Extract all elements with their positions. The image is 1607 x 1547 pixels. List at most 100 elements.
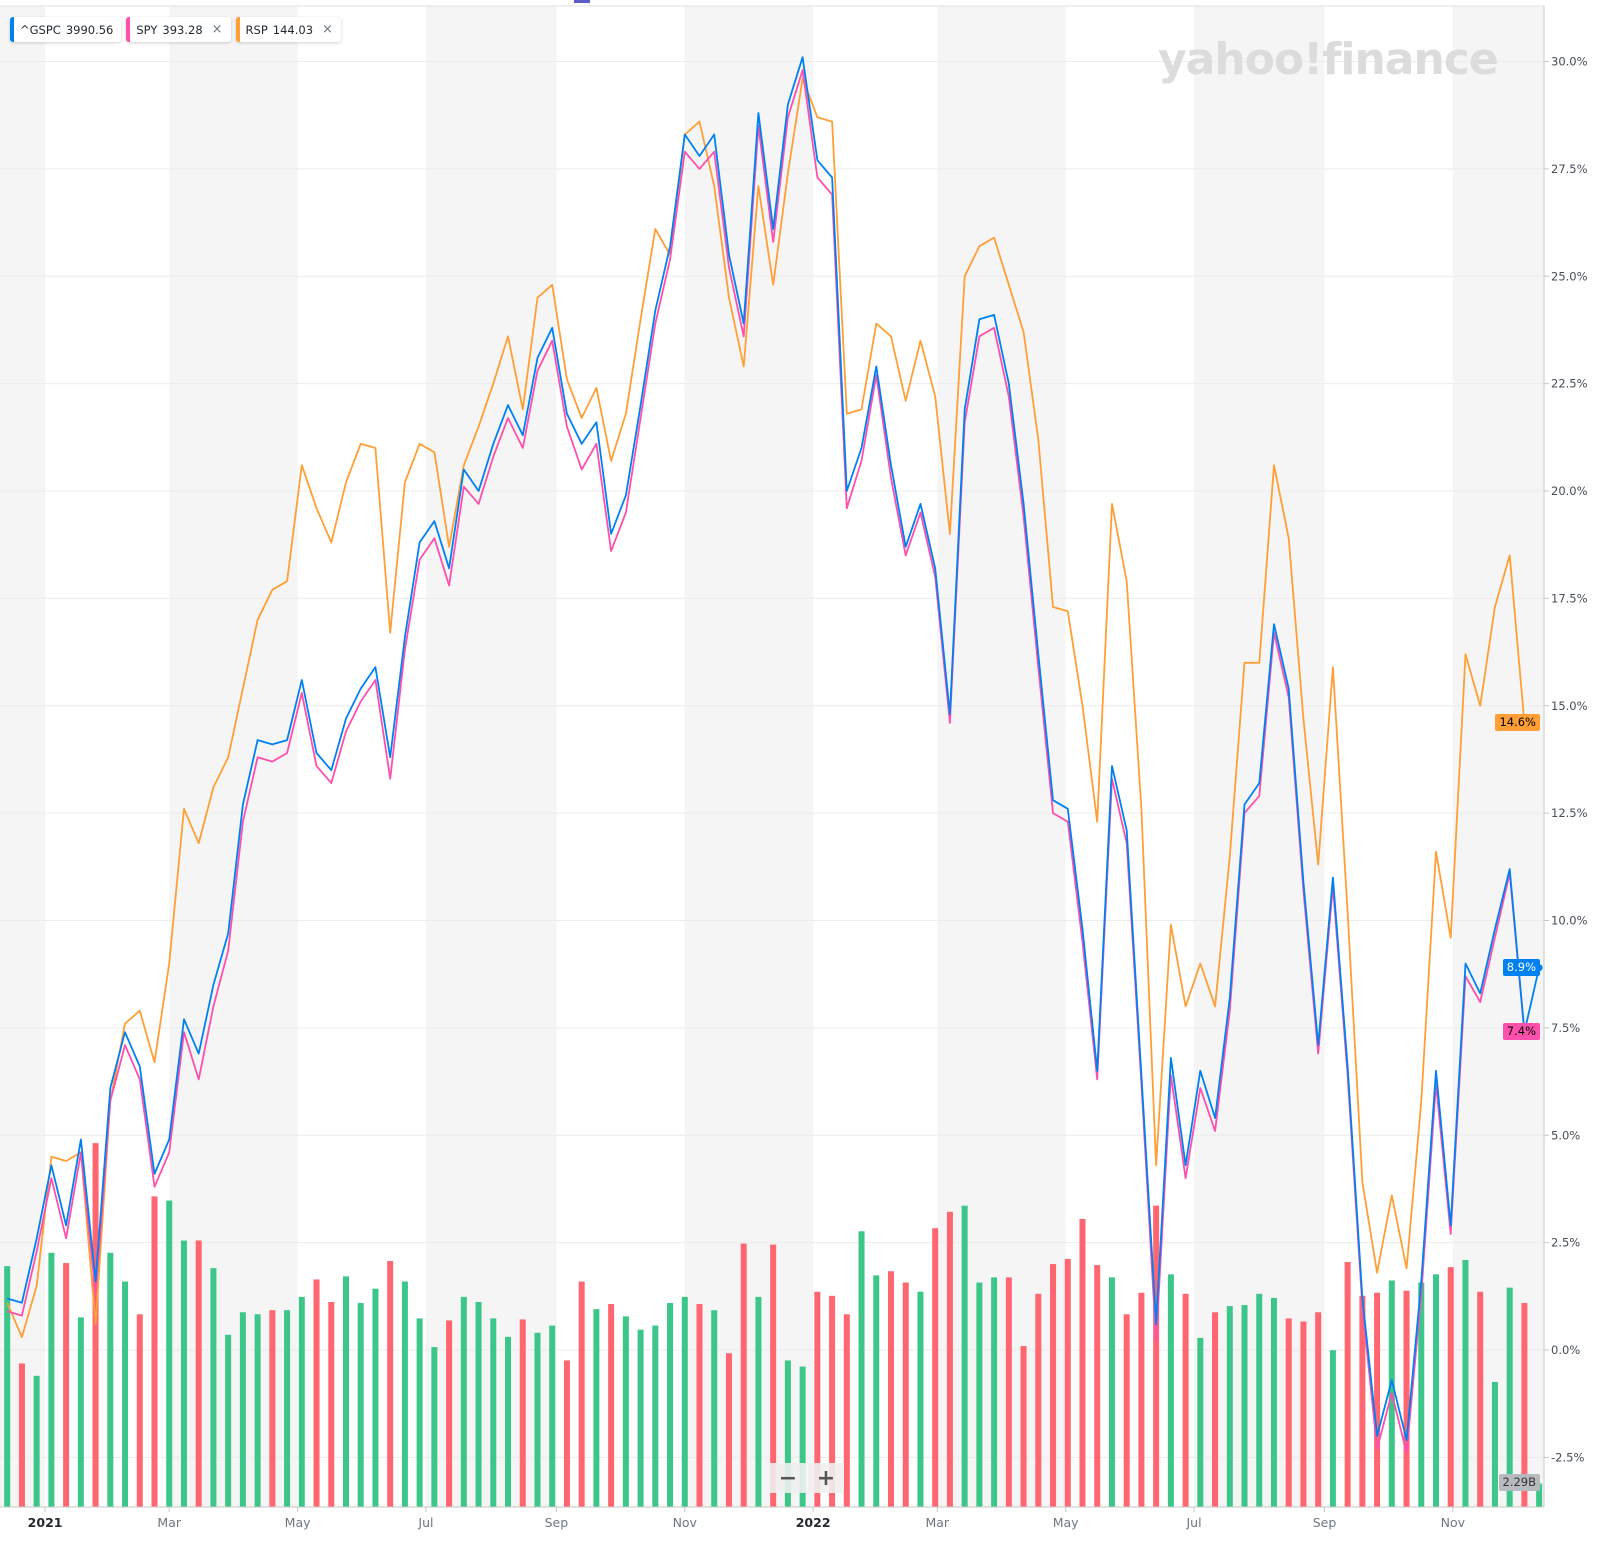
volume-bar-up	[180, 1240, 187, 1507]
volume-bar-up	[991, 1277, 998, 1507]
volume-bar-down	[1477, 1291, 1484, 1507]
volume-bar-down	[829, 1295, 836, 1507]
volume-bar-down	[18, 1363, 25, 1507]
volume-bar-down	[1403, 1290, 1410, 1507]
volume-bar-down	[1447, 1267, 1454, 1507]
series-line-gspc	[6, 56, 1540, 1442]
yahoo-finance-logo: yahoo!finance	[1158, 34, 1499, 85]
volume-bar-up	[976, 1282, 983, 1507]
x-tick-label: 2021	[28, 1515, 63, 1530]
volume-bar-down	[63, 1263, 70, 1507]
spy-last-value-badge: 7.4%	[1502, 1023, 1540, 1041]
volume-bar-up	[460, 1296, 467, 1507]
legend-chip-gspc[interactable]: ^GSPC 3990.56	[10, 17, 122, 42]
volume-bar-up	[1241, 1305, 1248, 1507]
y-tick-label: 22.5%	[1551, 377, 1588, 391]
y-tick-label: 12.5%	[1551, 806, 1588, 820]
volume-bar-up	[534, 1332, 541, 1507]
volume-bar-up	[1256, 1293, 1263, 1507]
volume-bar-up	[1270, 1297, 1277, 1507]
volume-bar-down	[1035, 1293, 1042, 1507]
axes: -2.5% 0.0% 2.5% 5.0% 7.5% 10.0% 12.5% 15.0% 17.5…	[0, 0, 1588, 1530]
volume-bar-up	[858, 1231, 865, 1507]
volume-bar-up	[873, 1275, 880, 1507]
volume-bar-down	[814, 1291, 821, 1507]
volume-bar-up	[652, 1325, 659, 1507]
volume-bar-up	[298, 1296, 305, 1507]
volume-bar-up	[549, 1325, 556, 1507]
volume-bar-down	[1374, 1292, 1381, 1507]
volume-bar-up	[681, 1296, 688, 1507]
volume-bar-up	[401, 1281, 408, 1507]
rsp-last-value-badge: 14.6%	[1495, 713, 1540, 731]
volume-bar-up	[637, 1329, 644, 1507]
volume-bar-down	[1020, 1346, 1027, 1507]
volume-bar-up	[210, 1268, 217, 1507]
volume-last-value-badge: 2.29B	[1498, 1474, 1540, 1491]
volume-bar-up	[1491, 1381, 1498, 1507]
volume-bar-up	[416, 1318, 423, 1507]
x-tick-label: Jul	[417, 1515, 433, 1530]
volume-bar-down	[608, 1304, 615, 1507]
legend: ^GSPC 3990.56 SPY 393.28 × RSP 144.03 ×	[10, 17, 341, 42]
volume-bar-down	[578, 1281, 585, 1507]
x-tick-label: Sep	[545, 1515, 569, 1530]
month-band	[169, 6, 298, 1507]
volume-bar-down	[696, 1304, 703, 1507]
volume-bar-down	[269, 1310, 276, 1507]
volume-bar-down	[1182, 1293, 1189, 1507]
x-tick-label: May	[285, 1515, 311, 1530]
volume-bar-up	[1197, 1337, 1204, 1507]
volume-bar-up	[1167, 1274, 1174, 1507]
volume-bar-down	[843, 1314, 850, 1507]
legend-chip-spy[interactable]: SPY 393.28 ×	[126, 17, 231, 42]
volume-bar-up	[1226, 1306, 1233, 1507]
y-tick-label: 25.0%	[1551, 269, 1588, 283]
month-band	[1194, 6, 1325, 1507]
remove-spy-close-icon[interactable]: ×	[211, 22, 223, 37]
x-tick-label: Sep	[1313, 1515, 1337, 1530]
volume-bar-up	[961, 1205, 968, 1507]
volume-bar-up	[4, 1266, 11, 1507]
volume-bar-down	[313, 1279, 320, 1507]
x-tick-label: Mar	[925, 1515, 949, 1530]
remove-rsp-close-icon[interactable]: ×	[322, 22, 333, 37]
volume-bar-up	[622, 1316, 629, 1507]
rsp-color-swatch	[235, 17, 240, 42]
zoom-out-button[interactable]: −	[770, 1463, 806, 1493]
volume-bar-up	[1418, 1282, 1425, 1507]
series-lines	[6, 56, 1543, 1454]
volume-bar-up	[784, 1360, 791, 1507]
y-tick-label: 10.0%	[1551, 914, 1588, 928]
y-tick-label: 7.5%	[1551, 1021, 1580, 1035]
volume-bar-down	[888, 1271, 894, 1507]
x-tick-label: 2022	[796, 1515, 831, 1530]
volume-bar-up	[755, 1296, 762, 1507]
zoom-in-button[interactable]: +	[808, 1463, 844, 1493]
volume-bars	[4, 1143, 1543, 1507]
month-band	[0, 6, 46, 1507]
x-tick-label: Nov	[673, 1515, 698, 1530]
range-handle	[574, 0, 590, 3]
volume-bar-down	[1315, 1312, 1322, 1507]
volume-bar-up	[77, 1317, 84, 1507]
gspc-last-value-badge: 8.9%	[1502, 958, 1540, 976]
gspc-color-swatch	[10, 17, 14, 42]
volume-bar-down	[902, 1282, 909, 1507]
volume-bar-down	[136, 1314, 143, 1507]
x-tick-label: Jul	[1185, 1515, 1201, 1530]
y-tick-label: 27.5%	[1551, 162, 1588, 176]
volume-bar-up	[342, 1276, 349, 1507]
volume-bar-down	[151, 1196, 158, 1507]
legend-chip-rsp[interactable]: RSP 144.03 ×	[235, 17, 341, 42]
volume-bar-up	[1536, 1483, 1543, 1507]
y-tick-label: 2.5%	[1551, 1236, 1580, 1250]
volume-bar-up	[1506, 1287, 1513, 1507]
y-tick-label: 5.0%	[1551, 1128, 1580, 1142]
volume-bar-up	[1108, 1277, 1115, 1507]
volume-bar-down	[1359, 1295, 1366, 1507]
month-band	[425, 6, 557, 1507]
volume-bar-down	[1079, 1218, 1086, 1507]
volume-bar-down	[1050, 1264, 1057, 1507]
